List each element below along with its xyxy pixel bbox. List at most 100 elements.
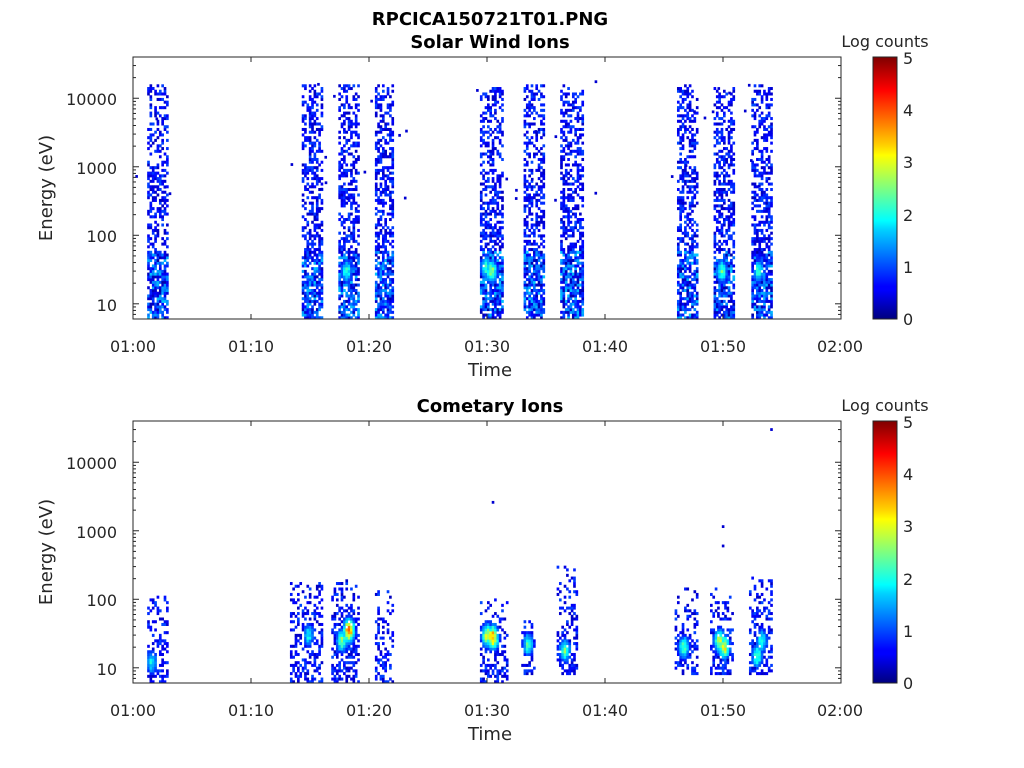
heatmap-cell (715, 305, 719, 309)
heatmap-cell (389, 130, 392, 134)
heatmap-cell (147, 294, 150, 298)
heatmap-cell (723, 119, 726, 123)
heatmap-cell (569, 310, 573, 314)
heatmap-cell (149, 650, 153, 654)
heatmap-cell (163, 631, 167, 635)
heatmap-cell (725, 305, 729, 309)
heatmap-cell (725, 267, 729, 271)
heatmap-cell (320, 103, 324, 107)
heatmap-cell (542, 171, 546, 175)
heatmap-cell (311, 278, 314, 282)
heatmap-cell (352, 272, 356, 276)
heatmap-cell (308, 89, 312, 93)
heatmap-cell (679, 297, 682, 301)
heatmap-cell (695, 130, 699, 134)
heatmap-cell (347, 280, 351, 284)
heatmap-cell (484, 269, 488, 273)
heatmap-cell (357, 155, 360, 159)
heatmap-cell (763, 283, 766, 287)
heatmap-cell (357, 157, 360, 162)
heatmap-cell (389, 228, 392, 232)
heatmap-cell (377, 97, 380, 101)
heatmap-cell (389, 269, 392, 273)
heatmap-cell (758, 228, 762, 232)
heatmap-cell (679, 269, 682, 273)
heatmap-cell (525, 147, 529, 151)
heatmap-cell (581, 117, 585, 121)
heatmap-cell (158, 179, 162, 183)
heatmap-cell (343, 650, 346, 654)
heatmap-cell (491, 209, 495, 213)
heatmap-cell (713, 245, 717, 249)
heatmap-cell (681, 185, 685, 189)
heatmap-cell (384, 179, 387, 183)
heatmap-cell (386, 286, 390, 290)
heatmap-cell (751, 297, 754, 301)
heatmap-cell (576, 166, 580, 170)
heatmap-cell (391, 215, 395, 219)
heatmap-cell (151, 215, 155, 219)
heatmap-cell (294, 663, 298, 667)
heatmap-cell (574, 288, 577, 293)
heatmap-cell (163, 209, 167, 213)
heatmap-cell (767, 171, 771, 175)
heatmap-cell (528, 100, 531, 104)
heatmap-cell (389, 212, 392, 216)
heatmap-cell (308, 288, 312, 293)
heatmap-cell (540, 253, 543, 257)
heatmap-cell (315, 291, 319, 295)
heatmap-cell (381, 253, 385, 257)
heatmap-cell (564, 204, 568, 208)
heatmap-cell (720, 258, 724, 262)
heatmap-cell (166, 253, 169, 257)
heatmap-cell (301, 100, 305, 104)
heatmap-cell (684, 264, 687, 268)
heatmap-cell (581, 239, 585, 243)
heatmap-cell (158, 669, 162, 673)
heatmap-cell (489, 313, 493, 317)
heatmap-cell (354, 308, 358, 312)
heatmap-cell (315, 316, 319, 320)
heatmap-cell (352, 612, 356, 616)
heatmap-cell (389, 278, 392, 282)
heatmap-cell (720, 103, 724, 107)
heatmap-cell (688, 256, 692, 260)
heatmap-cell (676, 207, 680, 211)
heatmap-cell (564, 179, 568, 183)
heatmap-cell (154, 237, 157, 241)
heatmap-cell (149, 207, 153, 211)
heatmap-cell (340, 237, 344, 241)
heatmap-cell (384, 250, 387, 254)
heatmap-cell (311, 305, 314, 309)
heatmap-cell (688, 188, 692, 192)
heatmap-cell (494, 248, 497, 252)
heatmap-cell (491, 316, 495, 320)
heatmap-cell (770, 136, 773, 140)
heatmap-cell (756, 316, 759, 320)
heatmap-cell (357, 204, 360, 208)
heatmap-cell (311, 245, 314, 249)
heatmap-cell (574, 313, 577, 317)
heatmap-cell (562, 125, 566, 129)
heatmap-cell (715, 196, 719, 200)
heatmap-cell (374, 633, 378, 637)
heatmap-cell (343, 310, 346, 314)
heatmap-cell (681, 308, 685, 312)
heatmap-cell (770, 92, 773, 96)
heatmap-cell (154, 228, 157, 232)
heatmap-cell (686, 258, 690, 262)
colorbar-tick-label: 4 (903, 101, 913, 120)
heatmap-cell (166, 316, 169, 320)
heatmap-cell (594, 80, 598, 84)
heatmap-cell (489, 267, 493, 271)
heatmap-cell (670, 175, 674, 178)
heatmap-cell (343, 305, 346, 309)
heatmap-cell (147, 237, 150, 241)
heatmap-cell (691, 108, 694, 112)
heatmap-cell (576, 111, 580, 115)
heatmap-cell (294, 633, 298, 637)
heatmap-cell (718, 182, 721, 186)
heatmap-cell (713, 117, 717, 121)
heatmap-cell (763, 234, 766, 238)
heatmap-cell (540, 267, 543, 271)
